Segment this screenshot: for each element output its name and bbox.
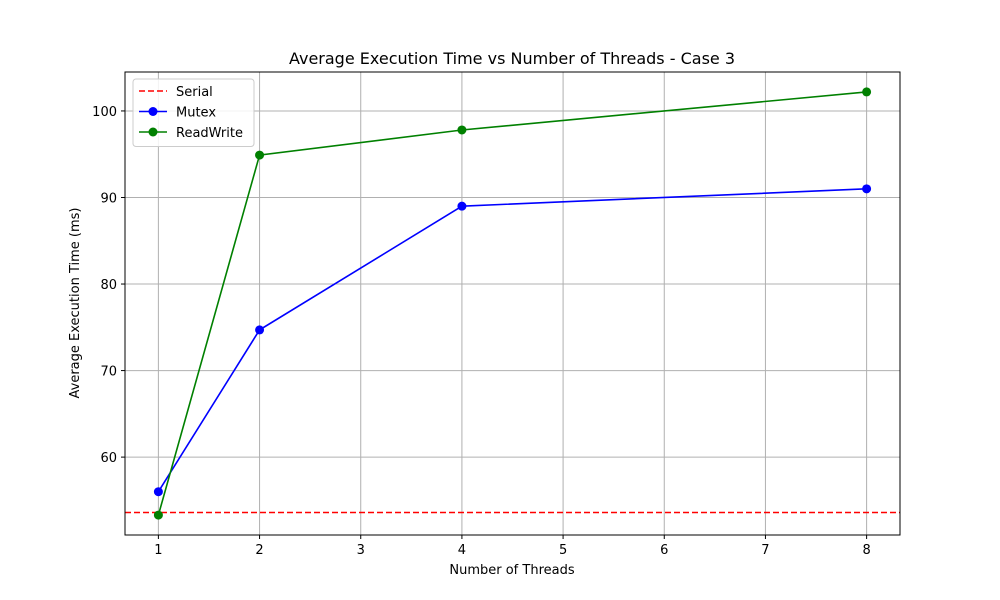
legend-mutex-label: Mutex bbox=[176, 106, 216, 121]
y-axis-label: Average Execution Time (ms) bbox=[68, 208, 83, 399]
x-tick-label: 3 bbox=[357, 543, 365, 558]
mutex-data-point bbox=[457, 201, 467, 211]
readwrite-data-point bbox=[862, 87, 872, 97]
mutex-data-point bbox=[862, 184, 872, 194]
x-tick-label: 2 bbox=[255, 543, 263, 558]
x-tick-label: 7 bbox=[761, 543, 769, 558]
y-tick-label: 70 bbox=[100, 365, 117, 380]
x-tick-label: 6 bbox=[660, 543, 668, 558]
x-axis-label: Number of Threads bbox=[449, 563, 574, 578]
readwrite-data-point bbox=[255, 150, 265, 160]
legend-readwrite-marker bbox=[148, 127, 158, 137]
x-tick-label: 4 bbox=[458, 543, 466, 558]
plot-frame bbox=[124, 71, 901, 536]
chart-title: Average Execution Time vs Number of Thre… bbox=[289, 49, 735, 68]
legend-serial-label: Serial bbox=[176, 85, 213, 100]
readwrite-data-point bbox=[457, 125, 467, 135]
y-tick-label: 100 bbox=[92, 105, 117, 120]
y-tick-label: 90 bbox=[100, 191, 117, 206]
legend-box bbox=[132, 78, 255, 147]
readwrite-data-point bbox=[153, 510, 163, 520]
grid bbox=[125, 72, 900, 535]
x-axis-ticks: 1 2 3 4 5 6 7 8 bbox=[154, 535, 871, 558]
legend-readwrite-label: ReadWrite bbox=[176, 126, 243, 141]
series-group bbox=[153, 87, 872, 520]
y-axis-ticks: 60 70 80 90 100 bbox=[92, 105, 125, 466]
legend: Serial Mutex ReadWrite bbox=[132, 78, 255, 147]
mutex-series-line bbox=[157, 188, 867, 493]
y-tick-label: 80 bbox=[100, 278, 117, 293]
x-tick-label: 1 bbox=[154, 543, 162, 558]
x-tick-label: 8 bbox=[862, 543, 870, 558]
readwrite-series-line bbox=[157, 91, 867, 516]
mutex-data-point bbox=[153, 487, 163, 497]
y-tick-label: 60 bbox=[100, 451, 117, 466]
mutex-data-point bbox=[255, 325, 265, 335]
legend-mutex-marker bbox=[148, 107, 158, 116]
x-tick-label: 5 bbox=[559, 543, 567, 558]
